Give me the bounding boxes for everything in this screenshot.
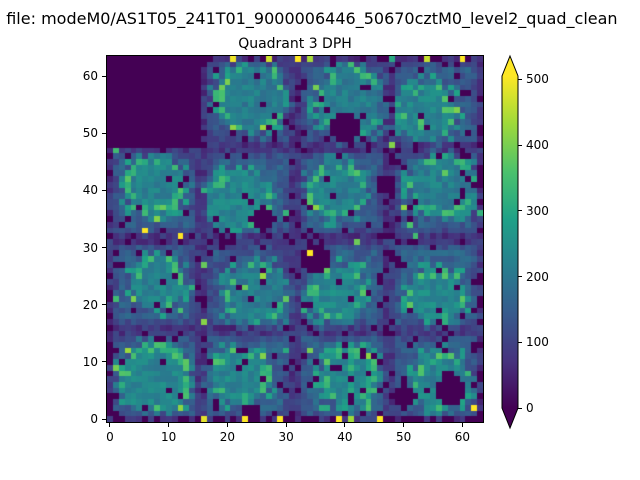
y-axis-tick xyxy=(102,247,106,249)
colorbar xyxy=(501,54,519,430)
colorbar-tick xyxy=(518,407,522,409)
colorbar-tick-label: 500 xyxy=(526,72,549,87)
y-axis-tick-label: 50 xyxy=(82,126,98,141)
x-axis-tick-label: 10 xyxy=(161,430,177,444)
x-axis-tick xyxy=(461,423,463,427)
x-axis-tick xyxy=(109,423,111,427)
colorbar-tick xyxy=(518,276,522,277)
colorbar-tick xyxy=(518,210,522,212)
x-axis-tick-label: 40 xyxy=(337,430,353,444)
colorbar-tick-label: 0 xyxy=(526,401,534,415)
colorbar-tick-label: 200 xyxy=(526,269,549,284)
y-axis-tick xyxy=(102,304,106,306)
x-axis-tick xyxy=(226,423,228,427)
axes-area xyxy=(106,55,484,423)
y-axis-tick xyxy=(102,361,106,363)
x-axis-tick-label: 30 xyxy=(278,430,294,444)
x-axis-tick xyxy=(168,423,170,427)
heatmap-canvas xyxy=(107,56,483,422)
y-axis-tick xyxy=(102,418,106,420)
colorbar-tick xyxy=(518,144,522,146)
y-axis-tick-label: 10 xyxy=(82,354,98,369)
x-axis-tick xyxy=(285,423,287,427)
plot-title: Quadrant 3 DPH xyxy=(238,36,352,52)
x-axis-tick-label: 50 xyxy=(396,430,412,444)
y-axis-tick xyxy=(102,132,106,134)
y-axis-tick-label: 60 xyxy=(82,69,98,84)
x-axis-tick xyxy=(403,423,405,427)
figure-suptitle: n file: modeM0/AS1T05_241T01_9000006446_… xyxy=(0,9,618,28)
colorbar-tick-label: 300 xyxy=(526,203,549,218)
x-axis-tick-label: 0 xyxy=(106,430,114,444)
x-axis-tick-label: 20 xyxy=(219,430,236,444)
y-axis-tick xyxy=(102,75,106,77)
x-axis-tick-label: 60 xyxy=(454,430,471,444)
y-axis-tick-label: 20 xyxy=(82,297,98,312)
x-axis-tick xyxy=(344,423,346,427)
colorbar-tick-label: 400 xyxy=(526,138,549,153)
y-axis-tick xyxy=(102,189,106,191)
colorbar-outline xyxy=(501,54,519,430)
colorbar-gradient xyxy=(501,54,519,430)
colorbar-tick xyxy=(518,78,522,80)
y-axis-tick-label: 0 xyxy=(90,412,98,427)
colorbar-tick xyxy=(518,341,522,343)
y-axis-tick-label: 40 xyxy=(82,183,98,198)
y-axis-tick-label: 30 xyxy=(82,240,98,255)
colorbar-tick-label: 100 xyxy=(526,335,549,350)
